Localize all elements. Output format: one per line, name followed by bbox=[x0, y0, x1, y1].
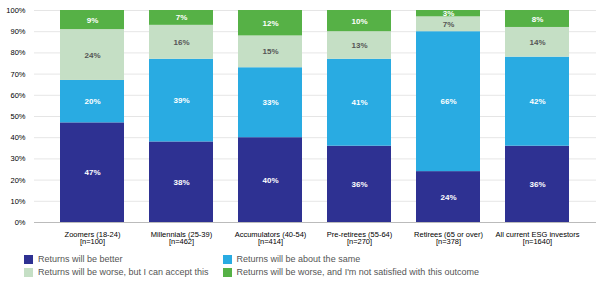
svg-text:0%: 0% bbox=[15, 218, 26, 227]
svg-text:7%: 7% bbox=[176, 13, 188, 22]
svg-text:39%: 39% bbox=[173, 96, 189, 105]
svg-text:36%: 36% bbox=[351, 180, 367, 189]
svg-text:Pre-retirees (55-64)[n=270]: Pre-retirees (55-64)[n=270] bbox=[327, 230, 393, 247]
svg-text:9%: 9% bbox=[87, 16, 99, 25]
svg-text:36%: 36% bbox=[529, 180, 545, 189]
svg-text:10%: 10% bbox=[10, 197, 25, 206]
svg-text:70%: 70% bbox=[10, 70, 25, 79]
svg-text:10%: 10% bbox=[351, 17, 367, 26]
svg-text:33%: 33% bbox=[262, 98, 278, 107]
svg-text:20%: 20% bbox=[10, 176, 25, 185]
svg-text:13%: 13% bbox=[351, 41, 367, 50]
svg-text:50%: 50% bbox=[10, 112, 25, 121]
svg-text:40%: 40% bbox=[10, 133, 25, 142]
svg-text:60%: 60% bbox=[10, 91, 25, 100]
svg-text:Retirees (65 or over)[n=378]: Retirees (65 or over)[n=378] bbox=[414, 230, 483, 247]
html-text:Returns will be better: Returns will be better bbox=[38, 254, 123, 264]
html-text:Returns will be about the same: Returns will be about the same bbox=[236, 254, 361, 264]
svg-text:24%: 24% bbox=[84, 51, 100, 60]
svg-text:24%: 24% bbox=[440, 193, 456, 202]
svg-text:47%: 47% bbox=[84, 168, 100, 177]
svg-text:40%: 40% bbox=[262, 176, 278, 185]
svg-text:30%: 30% bbox=[10, 154, 25, 163]
svg-text:80%: 80% bbox=[10, 48, 25, 57]
svg-text:3%: 3% bbox=[443, 9, 455, 18]
html-text:Returns will be worse, but I c: Returns will be worse, but I can accept … bbox=[38, 267, 209, 277]
svg-text:90%: 90% bbox=[10, 27, 25, 36]
svg-text:16%: 16% bbox=[173, 38, 189, 47]
svg-text:20%: 20% bbox=[84, 97, 100, 106]
svg-text:14%: 14% bbox=[529, 38, 545, 47]
svg-text:41%: 41% bbox=[351, 98, 367, 107]
svg-text:8%: 8% bbox=[532, 15, 544, 24]
svg-text:Accumulators (40-54)[n=414]: Accumulators (40-54)[n=414] bbox=[235, 230, 307, 247]
svg-text:42%: 42% bbox=[529, 97, 545, 106]
svg-text:66%: 66% bbox=[440, 97, 456, 106]
svg-text:Zoomers (18-24)[n=100]: Zoomers (18-24)[n=100] bbox=[65, 230, 121, 247]
svg-text:15%: 15% bbox=[262, 47, 278, 56]
svg-text:100%: 100% bbox=[6, 6, 26, 15]
html-text:Returns will be worse, and I'm: Returns will be worse, and I'm not satis… bbox=[236, 267, 479, 277]
svg-text:7%: 7% bbox=[443, 20, 455, 29]
svg-text:Millennials (25-39)[n=462]: Millennials (25-39)[n=462] bbox=[151, 230, 213, 247]
svg-text:All current ESG investors[n=16: All current ESG investors[n=1640] bbox=[496, 230, 580, 247]
svg-text:12%: 12% bbox=[262, 19, 278, 28]
svg-text:38%: 38% bbox=[173, 178, 189, 187]
